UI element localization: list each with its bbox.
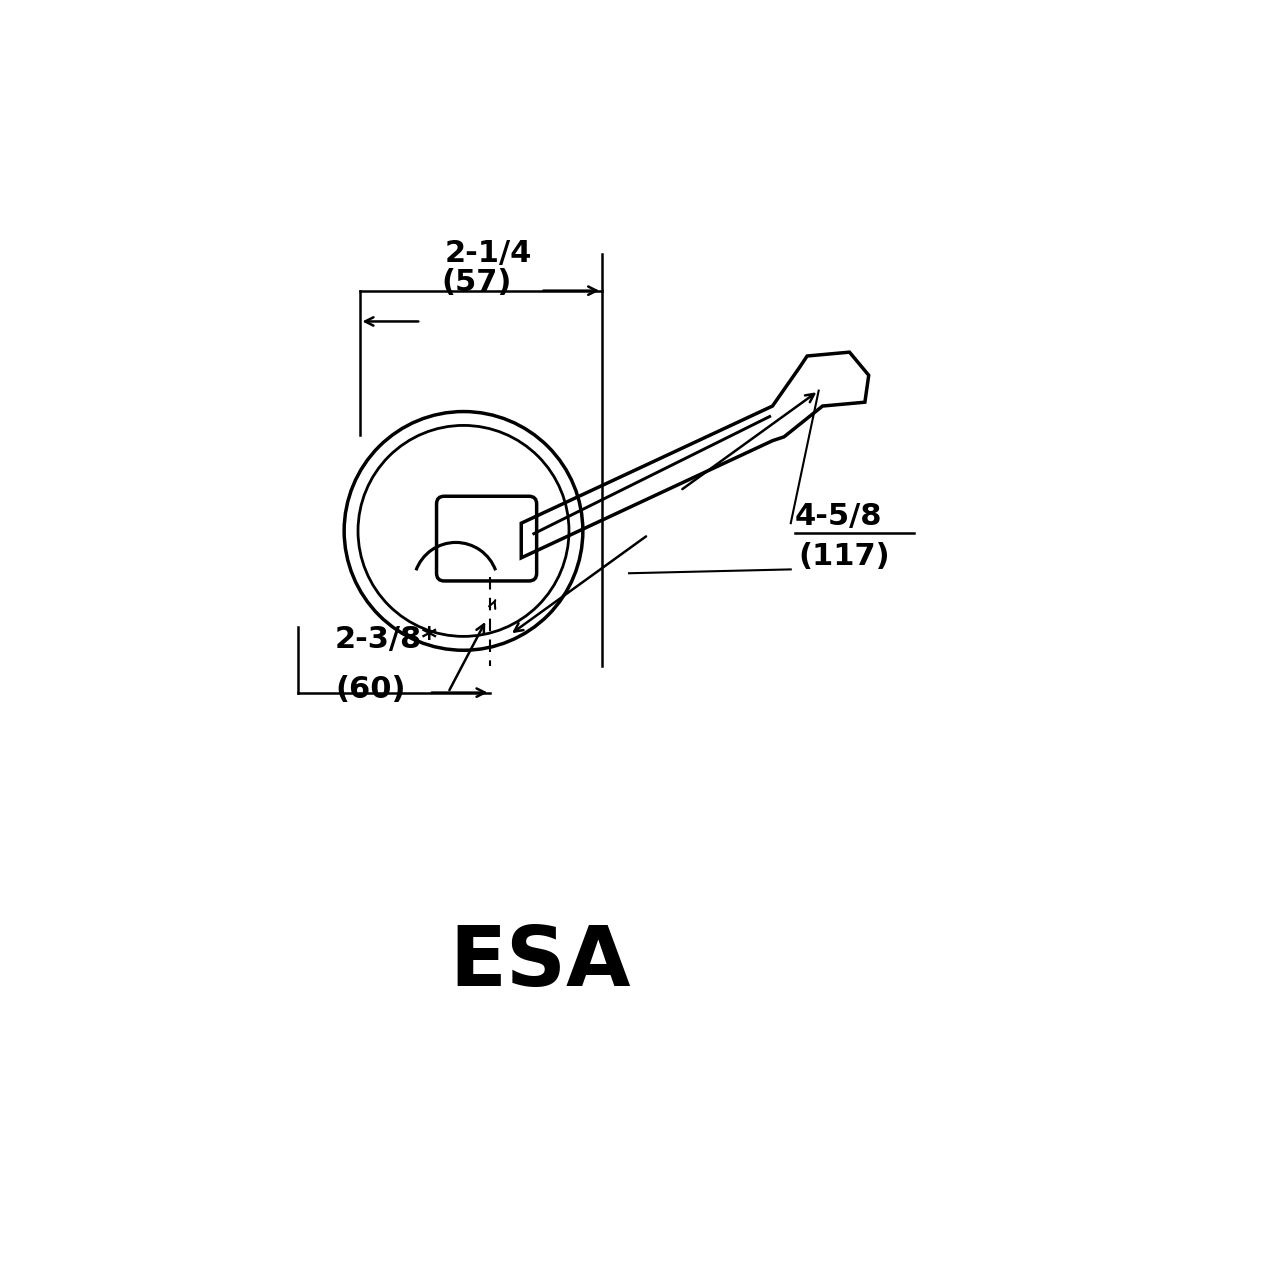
Text: (57): (57) bbox=[442, 268, 512, 297]
Text: 4-5/8: 4-5/8 bbox=[795, 502, 882, 531]
Text: (117): (117) bbox=[799, 543, 890, 571]
Text: 2-3/8*: 2-3/8* bbox=[335, 625, 438, 654]
Text: (60): (60) bbox=[335, 675, 406, 704]
Text: 2-1/4: 2-1/4 bbox=[445, 238, 532, 268]
Text: ESA: ESA bbox=[449, 922, 631, 1002]
